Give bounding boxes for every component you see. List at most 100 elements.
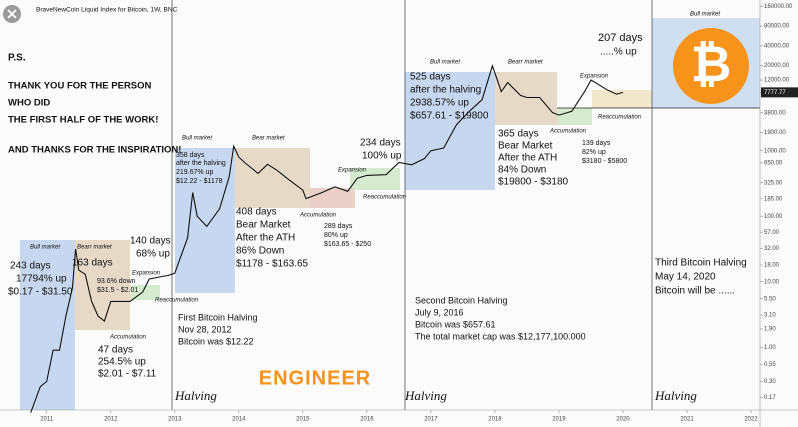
annotation: After the ATH <box>498 153 557 164</box>
annotation: 100% up <box>362 151 402 162</box>
close-button[interactable] <box>3 5 21 23</box>
annotation: Reaccumulation <box>598 115 642 121</box>
x-tick-label: 2021 <box>680 417 694 423</box>
y-tick-label: 1000.00 <box>764 148 786 154</box>
annotation: Bear Market <box>498 141 553 152</box>
y-tick-label: 650.00 <box>764 161 783 167</box>
annotation: Reaccumulation <box>155 298 199 304</box>
y-tick-label: 3800.00 <box>764 110 786 116</box>
y-tick-label: 100.00 <box>764 214 783 220</box>
annotation: AND THANKS FOR THE INSPIRATION! <box>8 145 181 156</box>
annotation: $163.65 - $250 <box>324 241 371 248</box>
annotation: .....% up <box>600 47 637 58</box>
annotation: 254.5% up <box>98 357 146 368</box>
annotation: $1178 - $163.65 <box>236 259 309 270</box>
annotation: Bull market <box>182 136 212 142</box>
annotation: Bull market <box>690 12 720 18</box>
annotation: Reaccumulation <box>363 195 407 201</box>
annotation: 289 days <box>324 223 353 230</box>
annotation: 358 days <box>176 152 205 159</box>
annotation: The total market cap was $12,177,100.000 <box>415 331 586 341</box>
annotation: Bearr market <box>508 60 543 66</box>
annotation: Accumulation <box>109 335 147 341</box>
annotation: 207 days <box>598 32 643 44</box>
annotation: 163 days <box>72 258 113 269</box>
annotation: 80% up <box>324 232 348 239</box>
annotation: WHO DID <box>8 98 50 109</box>
x-tick-label: 2020 <box>616 417 630 423</box>
y-tick-label: 1900.00 <box>764 130 786 136</box>
x-tick-label: 2017 <box>424 417 438 423</box>
annotation: Bull market <box>30 245 60 251</box>
annotation: THE FIRST HALF OF THE WORK! <box>8 115 158 126</box>
y-tick-label: 0.17 <box>764 395 776 401</box>
annotation: 86% Down <box>236 246 284 257</box>
x-tick-label: 2012 <box>104 417 118 423</box>
annotation: 219.67% up <box>176 169 213 176</box>
x-tick-label: 2013 <box>168 417 182 423</box>
annotation: P.S. <box>8 53 26 64</box>
annotation: 84% Down <box>498 165 546 176</box>
x-tick-label: 2022 <box>744 417 758 423</box>
annotation: $657.61 - $19800 <box>410 111 489 122</box>
x-tick-label: 2019 <box>552 417 566 423</box>
annotation: Nov 28, 2012 <box>178 324 232 334</box>
y-tick-label: 325.00 <box>764 180 783 186</box>
price-line <box>30 64 624 413</box>
annotation: Third Bitcoin Halving <box>655 258 747 269</box>
annotation: 47 days <box>98 345 133 356</box>
annotation: 365 days <box>498 129 539 140</box>
annotation: After the ATH <box>236 233 295 244</box>
annotation: Bear market <box>252 136 285 142</box>
y-tick-label: 0.30 <box>764 379 776 385</box>
annotation: Bull market <box>430 60 460 66</box>
annotation: Bearr market <box>77 245 112 251</box>
annotation: THANK YOU FOR THE PERSON <box>8 81 152 92</box>
annotation: July 9, 2016 <box>415 307 464 317</box>
annotation: 93.6% down <box>97 278 136 285</box>
annotation: 68% up <box>136 249 170 260</box>
annotation: Bitcoin was $657.61 <box>415 319 496 329</box>
y-tick-label: 0.55 <box>764 362 776 368</box>
annotation: $19800 - $3180 <box>498 177 569 188</box>
y-tick-label: 5.50 <box>764 296 776 302</box>
annotation: Halving <box>404 388 447 403</box>
annotation: $12.22 - $1178 <box>176 178 223 185</box>
zone <box>557 108 592 125</box>
annotation: Accumulation <box>299 213 337 219</box>
annotation: First Bitcoin Halving <box>178 312 258 322</box>
zone <box>235 148 310 208</box>
y-tick-label: 185.00 <box>764 196 783 202</box>
annotation: Halving <box>174 388 217 403</box>
y-tick-label: 3.10 <box>764 313 776 319</box>
logo-symbol: ₿ <box>691 36 732 92</box>
x-tick-label: 2015 <box>296 417 310 423</box>
zone <box>20 240 75 410</box>
zone <box>495 72 557 125</box>
zone <box>592 90 652 108</box>
annotation: 408 days <box>236 207 277 218</box>
y-tick-label: 160000.00 <box>764 4 793 10</box>
annotation: 234 days <box>360 138 401 149</box>
annotation: Bitcoin will be ...... <box>655 286 735 297</box>
y-tick-label: 20000.00 <box>764 63 790 69</box>
annotation: $31.5 - $2.01 <box>97 287 138 294</box>
x-tick-label: 2016 <box>360 417 374 423</box>
annotation: 525 days <box>410 72 451 83</box>
y-tick-label: 10.00 <box>764 279 780 285</box>
zone <box>75 240 130 330</box>
annotation: Expansion <box>132 271 161 277</box>
annotation: Expansion <box>580 74 609 80</box>
y-tick-label: 1.00 <box>764 345 776 351</box>
zone <box>405 72 495 190</box>
annotation: $3180 - $5800 <box>582 158 627 165</box>
watermark: ENGINEER <box>259 367 371 389</box>
annotation: 17794% up <box>16 274 67 285</box>
annotation: $2.01 - $7.11 <box>98 369 157 380</box>
annotation: Accumulation <box>549 129 587 135</box>
y-tick-label: 12000.00 <box>764 78 790 84</box>
price-label-box <box>761 87 798 98</box>
x-tick-label: 2011 <box>40 417 54 423</box>
